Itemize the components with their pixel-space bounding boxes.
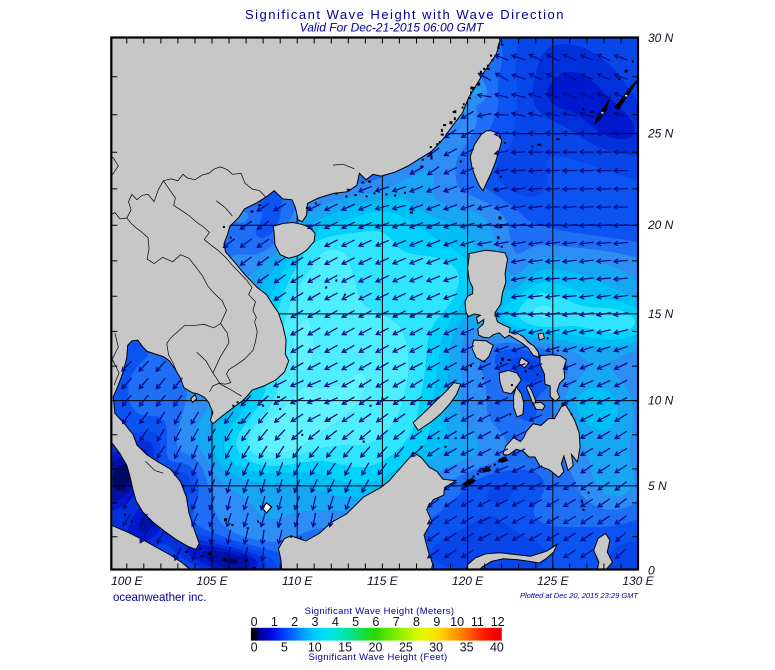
svg-text:4: 4 [332, 615, 339, 629]
svg-text:Significant Wave Height (Meter: Significant Wave Height (Meters) [305, 606, 455, 617]
svg-text:40: 40 [490, 641, 504, 655]
svg-text:Significant Wave Height with W: Significant Wave Height with Wave Direct… [245, 7, 565, 22]
svg-text:20: 20 [369, 641, 383, 655]
svg-text:5: 5 [352, 615, 359, 629]
svg-text:6: 6 [372, 615, 379, 629]
svg-text:130 E: 130 E [622, 574, 654, 588]
svg-text:9: 9 [433, 615, 440, 629]
svg-text:30: 30 [429, 641, 443, 655]
svg-text:3: 3 [312, 615, 319, 629]
svg-text:10 N: 10 N [648, 394, 674, 408]
svg-text:10: 10 [308, 641, 322, 655]
svg-text:30 N: 30 N [648, 31, 674, 45]
svg-text:105 E: 105 E [196, 574, 228, 588]
svg-text:2: 2 [291, 615, 298, 629]
svg-text:100 E: 100 E [111, 574, 143, 588]
svg-text:12: 12 [491, 615, 505, 629]
svg-text:25: 25 [399, 641, 413, 655]
svg-text:5 N: 5 N [648, 479, 667, 493]
svg-text:oceanweather inc.: oceanweather inc. [113, 592, 206, 604]
svg-text:15 N: 15 N [648, 307, 674, 321]
svg-text:15: 15 [338, 641, 352, 655]
svg-text:Plotted at Dec 20, 2015 23:29: Plotted at Dec 20, 2015 23:29 GMT [520, 591, 639, 600]
svg-text:115 E: 115 E [367, 574, 398, 588]
svg-text:1: 1 [271, 615, 278, 629]
svg-text:0: 0 [251, 641, 258, 655]
svg-text:8: 8 [413, 615, 420, 629]
svg-text:0: 0 [251, 615, 258, 629]
svg-text:125 E: 125 E [537, 574, 569, 588]
svg-text:10: 10 [450, 615, 464, 629]
svg-text:110 E: 110 E [282, 574, 313, 588]
svg-text:11: 11 [471, 615, 484, 629]
svg-text:25 N: 25 N [647, 127, 674, 141]
svg-text:7: 7 [393, 615, 400, 629]
svg-text:Valid For Dec-21-2015 06:00 GM: Valid For Dec-21-2015 06:00 GMT [300, 21, 485, 35]
svg-text:35: 35 [460, 641, 474, 655]
svg-text:5: 5 [281, 641, 288, 655]
svg-text:0: 0 [648, 564, 655, 578]
svg-text:20 N: 20 N [647, 218, 674, 232]
svg-text:120 E: 120 E [452, 574, 484, 588]
svg-text:Significant Wave Height (Feet): Significant Wave Height (Feet) [309, 652, 448, 663]
